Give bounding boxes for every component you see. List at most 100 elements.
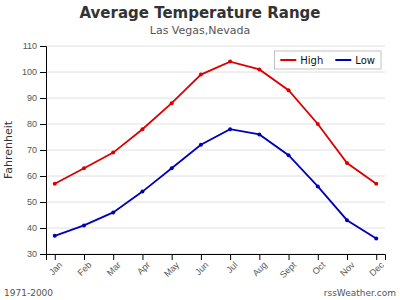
tick-mark <box>318 254 319 260</box>
tick-mark <box>40 202 46 203</box>
axis-line <box>40 47 47 255</box>
x-tick: Jun <box>193 254 210 277</box>
axis-line <box>47 255 386 261</box>
tick-label: 70 <box>27 145 37 155</box>
point <box>82 166 86 170</box>
tick-mark <box>40 46 46 47</box>
grid-line <box>46 72 385 73</box>
point <box>228 127 232 131</box>
y-tick: 50 <box>27 197 46 207</box>
tick-mark <box>347 254 348 260</box>
grid-line <box>46 176 385 177</box>
tick-mark <box>84 254 85 260</box>
tick-label: 100 <box>22 67 37 77</box>
legend-item: High <box>280 55 323 66</box>
tick-label: Aug <box>250 260 268 278</box>
tick-label: 50 <box>27 197 37 207</box>
point <box>53 182 57 186</box>
grid-line <box>46 228 385 229</box>
tick-label: Nov <box>338 259 357 278</box>
point <box>374 182 378 186</box>
tick-label: Jun <box>193 260 210 277</box>
legend-items: High Low <box>280 55 375 66</box>
tick-mark <box>172 254 173 260</box>
tick-mark <box>201 254 202 260</box>
tick-label: Feb <box>76 260 94 278</box>
y-tick: 40 <box>27 223 46 233</box>
point <box>316 184 320 188</box>
plot: 30 40 50 60 70 80 90 100 110 Jan Feb Mar Apr May Jun Ju… <box>22 41 386 280</box>
tick-mark <box>376 254 377 260</box>
grid-line <box>46 150 385 151</box>
x-tick: Dec <box>367 254 386 278</box>
grid-line <box>46 46 385 47</box>
y-tick: 80 <box>27 119 46 129</box>
marks <box>53 60 378 241</box>
x-tick: Apr <box>135 254 152 277</box>
tick-label: Apr <box>135 260 152 277</box>
point <box>257 132 261 136</box>
y-axis: 30 40 50 60 70 80 90 100 110 <box>22 41 47 259</box>
point <box>170 166 174 170</box>
y-tick: 30 <box>27 249 46 259</box>
tick-label: Jul <box>224 260 239 275</box>
point <box>111 210 115 214</box>
tick-label: Oct <box>310 259 327 276</box>
tick-mark <box>40 124 46 125</box>
x-axis: Jan Feb Mar Apr May Jun Jul Aug Sept Oct Nov Dec <box>47 254 387 280</box>
legend-label: Low <box>355 55 375 66</box>
tick-mark <box>113 254 114 260</box>
grid-line <box>46 202 385 203</box>
y-tick: 90 <box>27 93 46 103</box>
point <box>140 127 144 131</box>
y-tick: 110 <box>23 41 46 51</box>
legend: High Low <box>274 51 381 69</box>
tick-mark <box>40 176 46 177</box>
grid-line <box>46 124 385 125</box>
tick-label: 30 <box>27 249 37 259</box>
point <box>140 190 144 194</box>
point <box>287 153 291 157</box>
tick-label: 60 <box>27 171 37 181</box>
tick-mark <box>259 254 260 260</box>
tick-mark <box>230 254 231 260</box>
legend-item: Low <box>335 55 375 66</box>
title: Average Temperature Range <box>79 4 320 22</box>
chart: Average Temperature Range Las Vegas,Nevad… <box>0 0 400 300</box>
point <box>199 143 203 147</box>
point <box>374 236 378 240</box>
x-tick: Nov <box>338 254 357 278</box>
y-tick: 100 <box>22 67 46 77</box>
point <box>199 73 203 77</box>
point <box>228 60 232 64</box>
annotation: 1971-2000 <box>4 288 53 298</box>
y-tick: 70 <box>27 145 46 155</box>
x-tick: Feb <box>76 254 94 278</box>
annotation: rssWeather.com <box>324 288 396 298</box>
x-tick: Jan <box>47 254 64 277</box>
x-tick: Oct <box>310 254 327 277</box>
point <box>82 223 86 227</box>
legend-label: High <box>300 55 323 66</box>
tick-mark <box>40 254 46 255</box>
x-tick: Mar <box>105 254 123 278</box>
point <box>287 88 291 92</box>
x-tick: Aug <box>250 254 268 278</box>
legend-box <box>274 51 381 69</box>
line <box>55 62 376 184</box>
point <box>53 234 57 238</box>
point <box>111 151 115 155</box>
legend-swatch <box>335 59 351 61</box>
point <box>345 218 349 222</box>
y-tick: 60 <box>27 171 46 181</box>
tick-mark <box>55 254 56 260</box>
tick-label: Sept <box>278 259 299 280</box>
tick-label: 40 <box>27 223 37 233</box>
x-tick: Sept <box>278 254 299 280</box>
x-tick: May <box>162 254 181 279</box>
tick-mark <box>40 98 46 99</box>
subtitle: Las Vegas,Nevada <box>150 24 250 37</box>
tick-mark <box>40 150 46 151</box>
tick-mark <box>142 254 143 260</box>
line <box>55 129 376 238</box>
